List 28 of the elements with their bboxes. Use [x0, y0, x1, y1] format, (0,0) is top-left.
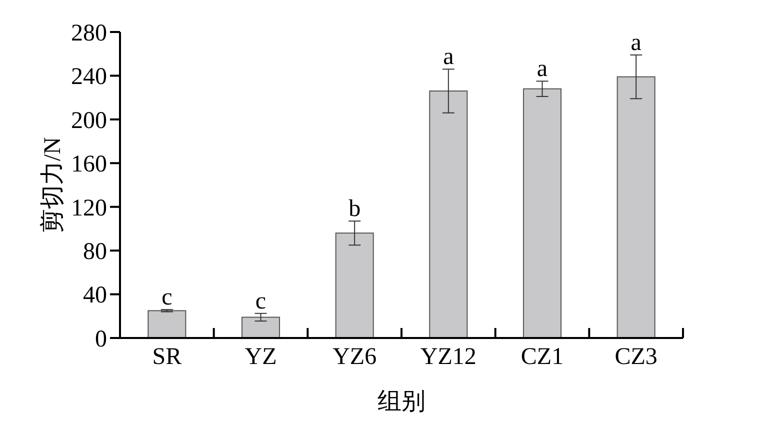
annotation: a	[630, 30, 642, 56]
y-tick-label: 160	[71, 152, 107, 178]
y-tick-label: 240	[71, 64, 107, 90]
x-tick-label: YZ12	[420, 344, 476, 370]
x-axis-title: 组别	[378, 389, 426, 415]
x-tick-label: YZ6	[332, 344, 377, 370]
y-tick-label: 280	[71, 20, 107, 46]
y-tick-label: 40	[83, 282, 107, 309]
annotation: b	[348, 196, 361, 222]
bar	[616, 76, 656, 338]
y-axis-title: 剪切力/N	[39, 137, 66, 233]
bar	[429, 90, 468, 338]
bar	[335, 232, 374, 338]
y-tick-label: 80	[83, 238, 107, 265]
x-tick-label: CZ1	[520, 344, 564, 370]
y-tick-label: 200	[71, 108, 107, 134]
annotation: c	[255, 288, 266, 314]
bar	[522, 88, 562, 338]
bar	[241, 316, 280, 338]
annotation: a	[536, 56, 548, 82]
x-tick-label: CZ3	[614, 344, 658, 370]
annotation: a	[443, 44, 454, 70]
annotation: c	[162, 284, 172, 311]
y-tick-label: 120	[71, 195, 107, 222]
bar	[148, 310, 186, 338]
x-tick-label: SR	[152, 344, 182, 370]
y-tick-label: 0	[95, 326, 107, 352]
x-tick-label: YZ	[244, 344, 277, 370]
